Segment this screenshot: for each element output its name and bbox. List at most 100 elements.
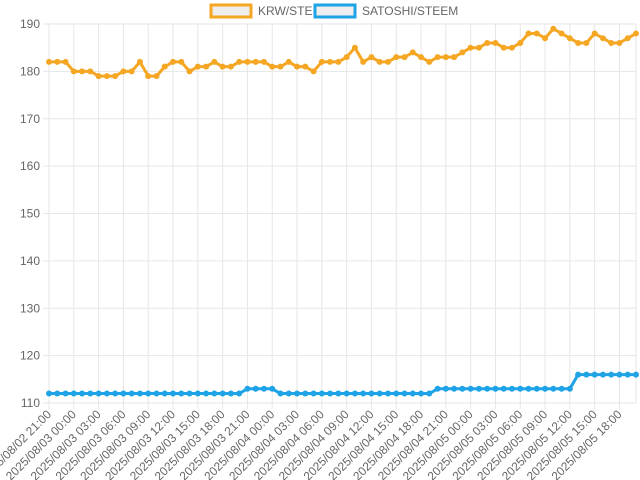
data-point-satoshi-steem (525, 385, 532, 392)
data-point-krw-steem (409, 49, 416, 56)
y-tick-label: 190 (20, 17, 40, 31)
data-point-satoshi-steem (616, 371, 623, 378)
data-point-satoshi-steem (343, 390, 350, 397)
data-point-satoshi-steem (153, 390, 160, 397)
data-point-krw-steem (128, 68, 135, 75)
data-point-satoshi-steem (136, 390, 143, 397)
data-point-satoshi-steem (484, 385, 491, 392)
data-point-krw-steem (203, 63, 210, 70)
data-point-satoshi-steem (79, 390, 86, 397)
grid (43, 23, 637, 409)
data-point-satoshi-steem (376, 390, 383, 397)
data-point-satoshi-steem (227, 390, 234, 397)
legend: KRW/STEEM SATOSHI/STEEM (209, 3, 458, 19)
data-point-krw-steem (624, 35, 631, 42)
data-point-krw-steem (550, 25, 557, 32)
data-point-satoshi-steem (517, 385, 524, 392)
data-point-satoshi-steem (87, 390, 94, 397)
data-point-satoshi-steem (451, 385, 458, 392)
data-point-krw-steem (558, 30, 565, 37)
data-point-krw-steem (500, 44, 507, 51)
data-point-satoshi-steem (178, 390, 185, 397)
data-point-krw-steem (302, 63, 309, 70)
data-point-krw-steem (54, 58, 61, 65)
data-point-krw-steem (70, 68, 77, 75)
data-point-krw-steem (327, 58, 334, 65)
data-point-satoshi-steem (327, 390, 334, 397)
data-point-krw-steem (170, 58, 177, 65)
data-point-satoshi-steem (475, 385, 482, 392)
data-point-krw-steem (360, 58, 367, 65)
data-point-krw-steem (459, 49, 466, 56)
data-point-satoshi-steem (310, 390, 317, 397)
data-point-satoshi-steem (360, 390, 367, 397)
data-point-krw-steem (277, 63, 284, 70)
data-point-satoshi-steem (186, 390, 193, 397)
data-point-krw-steem (87, 68, 94, 75)
data-point-satoshi-steem (194, 390, 201, 397)
data-point-krw-steem (492, 39, 499, 46)
data-point-satoshi-steem (269, 385, 276, 392)
data-point-krw-steem (136, 58, 143, 65)
data-point-satoshi-steem (633, 371, 639, 378)
y-tick-label: 130 (20, 301, 40, 315)
y-axis: 110 120 130 140 150 160 170 180 190 (20, 17, 40, 410)
data-point-krw-steem (211, 58, 218, 65)
legend-item-satoshi-steem[interactable]: SATOSHI/STEEM (313, 3, 458, 19)
data-point-krw-steem (79, 68, 86, 75)
data-point-satoshi-steem (591, 371, 598, 378)
data-point-krw-steem (442, 54, 449, 61)
data-point-krw-steem (467, 44, 474, 51)
series-group (46, 25, 639, 397)
data-point-krw-steem (260, 58, 267, 65)
data-point-satoshi-steem (244, 385, 251, 392)
data-point-krw-steem (475, 44, 482, 51)
data-point-satoshi-steem (277, 390, 284, 397)
legend-label-satoshi-steem: SATOSHI/STEEM (362, 4, 458, 18)
data-point-satoshi-steem (467, 385, 474, 392)
data-point-krw-steem (186, 68, 193, 75)
y-tick-label: 120 (20, 349, 40, 363)
data-point-krw-steem (608, 39, 615, 46)
legend-item-krw-steem[interactable]: KRW/STEEM (209, 3, 330, 19)
data-point-satoshi-steem (219, 390, 226, 397)
data-point-krw-steem (517, 39, 524, 46)
data-point-satoshi-steem (368, 390, 375, 397)
data-point-satoshi-steem (624, 371, 631, 378)
data-point-satoshi-steem (583, 371, 590, 378)
data-point-krw-steem (542, 35, 549, 42)
data-point-satoshi-steem (54, 390, 61, 397)
data-point-krw-steem (583, 39, 590, 46)
data-point-krw-steem (591, 30, 598, 37)
data-point-satoshi-steem (533, 385, 540, 392)
data-point-satoshi-steem (294, 390, 301, 397)
data-point-krw-steem (418, 54, 425, 61)
y-tick-label: 140 (20, 254, 40, 268)
data-point-krw-steem (426, 58, 433, 65)
data-point-krw-steem (599, 35, 606, 42)
data-point-satoshi-steem (459, 385, 466, 392)
data-point-satoshi-steem (318, 390, 325, 397)
y-tick-label: 110 (21, 396, 40, 410)
data-point-satoshi-steem (203, 390, 210, 397)
data-point-satoshi-steem (302, 390, 309, 397)
data-point-krw-steem (178, 58, 185, 65)
data-point-krw-steem (153, 73, 160, 80)
data-point-krw-steem (285, 58, 292, 65)
data-point-krw-steem (484, 39, 491, 46)
data-point-krw-steem (62, 58, 69, 65)
data-point-satoshi-steem (426, 390, 433, 397)
data-point-satoshi-steem (260, 385, 267, 392)
data-point-krw-steem (343, 54, 350, 61)
legend-label-krw-steem: KRW/STEEM (258, 4, 330, 18)
data-point-satoshi-steem (211, 390, 218, 397)
data-point-satoshi-steem (161, 390, 168, 397)
data-point-krw-steem (120, 68, 127, 75)
data-point-krw-steem (294, 63, 301, 70)
data-point-satoshi-steem (575, 371, 582, 378)
data-point-krw-steem (46, 58, 52, 65)
data-point-satoshi-steem (384, 390, 391, 397)
data-point-satoshi-steem (145, 390, 152, 397)
